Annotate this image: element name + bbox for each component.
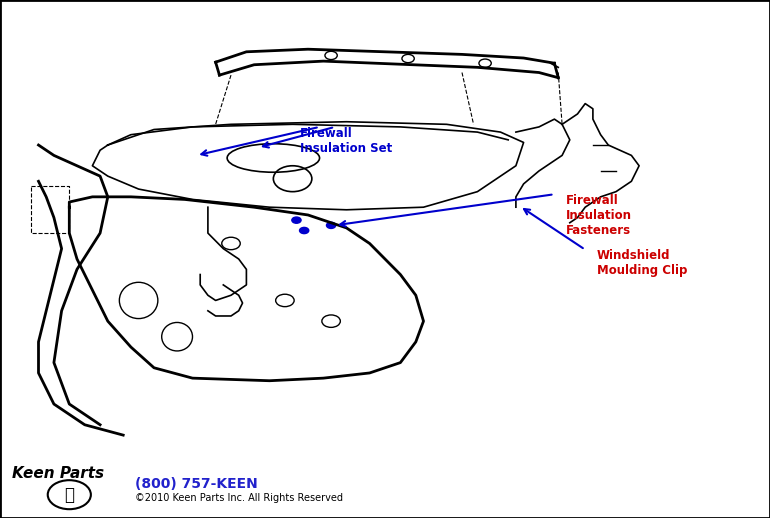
Circle shape (300, 227, 309, 234)
Circle shape (292, 217, 301, 223)
Text: ©2010 Keen Parts Inc. All Rights Reserved: ©2010 Keen Parts Inc. All Rights Reserve… (135, 493, 343, 503)
Text: Windshield
Moulding Clip: Windshield Moulding Clip (597, 249, 687, 277)
Circle shape (326, 222, 336, 228)
Text: Firewall
Insulation
Fasteners: Firewall Insulation Fasteners (566, 194, 632, 237)
Text: Firewall
Insulation Set: Firewall Insulation Set (300, 127, 393, 155)
Text: 🚗: 🚗 (65, 486, 74, 503)
Text: Keen Parts: Keen Parts (12, 467, 104, 481)
Text: (800) 757-KEEN: (800) 757-KEEN (135, 477, 257, 492)
